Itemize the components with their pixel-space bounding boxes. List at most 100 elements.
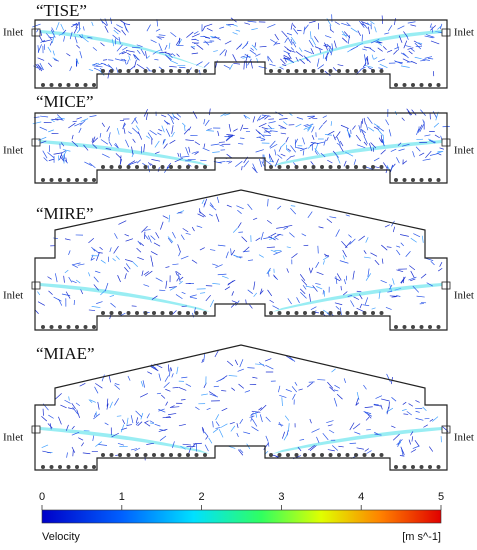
velocity-vector: [132, 127, 140, 135]
velocity-vector: [341, 37, 348, 43]
velocity-vector: [439, 261, 443, 267]
velocity-vector: [251, 28, 258, 31]
room-outline: [34, 19, 448, 89]
animal-marker: [362, 165, 367, 169]
velocity-vector: [286, 32, 293, 36]
velocity-vector: [415, 45, 423, 48]
velocity-vector: [181, 291, 186, 295]
animal-marker: [109, 453, 114, 457]
velocity-vector: [274, 233, 281, 238]
velocity-vector: [60, 142, 65, 147]
velocity-vector: [425, 150, 432, 159]
velocity-vector: [295, 146, 302, 149]
animal-marker: [75, 325, 79, 329]
animal-marker: [41, 325, 45, 329]
velocity-vector: [136, 49, 141, 54]
velocity-vector: [422, 119, 425, 125]
velocity-vector: [377, 58, 386, 63]
animal-marker: [371, 165, 375, 169]
velocity-vector: [247, 259, 254, 261]
velocity-vector: [380, 149, 386, 155]
velocity-vector: [260, 139, 266, 141]
velocity-vector: [149, 422, 155, 425]
velocity-vector: [172, 231, 176, 239]
velocity-vector: [159, 435, 167, 441]
velocity-vector: [335, 229, 340, 237]
jet-stream: [40, 140, 210, 166]
velocity-vector: [110, 302, 116, 308]
animal-marker: [428, 83, 432, 87]
animal-marker: [126, 165, 131, 169]
velocity-vector: [144, 270, 153, 277]
velocity-vector: [310, 267, 314, 274]
velocity-vector: [312, 285, 318, 292]
velocity-vector: [178, 387, 187, 391]
velocity-vector: [191, 42, 199, 44]
velocity-vector: [144, 229, 151, 231]
velocity-vector: [384, 32, 390, 35]
velocity-vector: [437, 267, 443, 272]
velocity-vector: [167, 236, 174, 243]
jet-stream: [272, 427, 442, 454]
velocity-vector: [373, 57, 378, 60]
animal-marker: [101, 453, 105, 457]
velocity-vector: [32, 121, 42, 125]
velocity-vector: [402, 143, 410, 147]
animal-marker: [152, 453, 156, 457]
velocity-vector: [286, 149, 291, 153]
velocity-vector: [394, 18, 396, 25]
velocity-vector: [232, 24, 238, 27]
velocity-vector: [205, 294, 211, 302]
velocity-vector: [181, 122, 186, 127]
velocity-vector: [429, 23, 432, 28]
animal-marker: [169, 165, 173, 169]
velocity-vector: [400, 242, 404, 247]
velocity-vector: [106, 403, 109, 410]
velocity-vector: [112, 258, 116, 262]
velocity-vector: [158, 373, 162, 381]
velocity-vector: [278, 146, 282, 152]
velocity-vector: [269, 154, 274, 163]
animal-marker: [135, 69, 139, 73]
velocity-vector: [310, 161, 314, 165]
animal-marker: [337, 311, 341, 315]
animal-marker: [294, 165, 299, 169]
velocity-vector: [259, 46, 267, 48]
velocity-vector: [255, 411, 258, 418]
velocity-vector: [61, 293, 71, 297]
velocity-vector: [84, 161, 92, 166]
velocity-vector: [146, 413, 150, 419]
velocity-vector: [93, 412, 97, 418]
velocity-vector: [233, 254, 242, 259]
animal-marker: [126, 69, 131, 73]
velocity-vector: [37, 63, 43, 72]
colorbar-unit: [m s^-1]: [402, 531, 441, 543]
animal-marker: [394, 178, 398, 182]
velocity-vector: [386, 373, 391, 383]
velocity-vector: [61, 154, 65, 161]
velocity-vector: [93, 67, 102, 72]
velocity-vector: [95, 270, 101, 274]
velocity-vector: [322, 120, 328, 125]
velocity-vector: [221, 390, 227, 392]
velocity-vector: [193, 442, 202, 445]
velocity-vector: [40, 30, 42, 36]
velocity-vector: [149, 129, 157, 136]
velocity-vector: [162, 139, 165, 144]
velocity-vector: [244, 390, 251, 393]
velocity-vector: [335, 306, 340, 310]
velocity-vector: [155, 277, 163, 282]
velocity-vector: [165, 280, 168, 289]
velocity-vector: [269, 63, 276, 67]
velocity-vector: [72, 120, 77, 123]
velocity-vector: [41, 415, 48, 422]
velocity-vector: [131, 46, 141, 49]
velocity-vector: [39, 62, 44, 71]
velocity-vector: [104, 25, 109, 33]
velocity-vector: [91, 21, 94, 27]
velocity-vector: [261, 161, 265, 167]
velocity-vector: [309, 142, 316, 147]
velocity-vector: [272, 454, 280, 458]
velocity-vector: [114, 58, 124, 62]
velocity-vector: [375, 41, 382, 44]
